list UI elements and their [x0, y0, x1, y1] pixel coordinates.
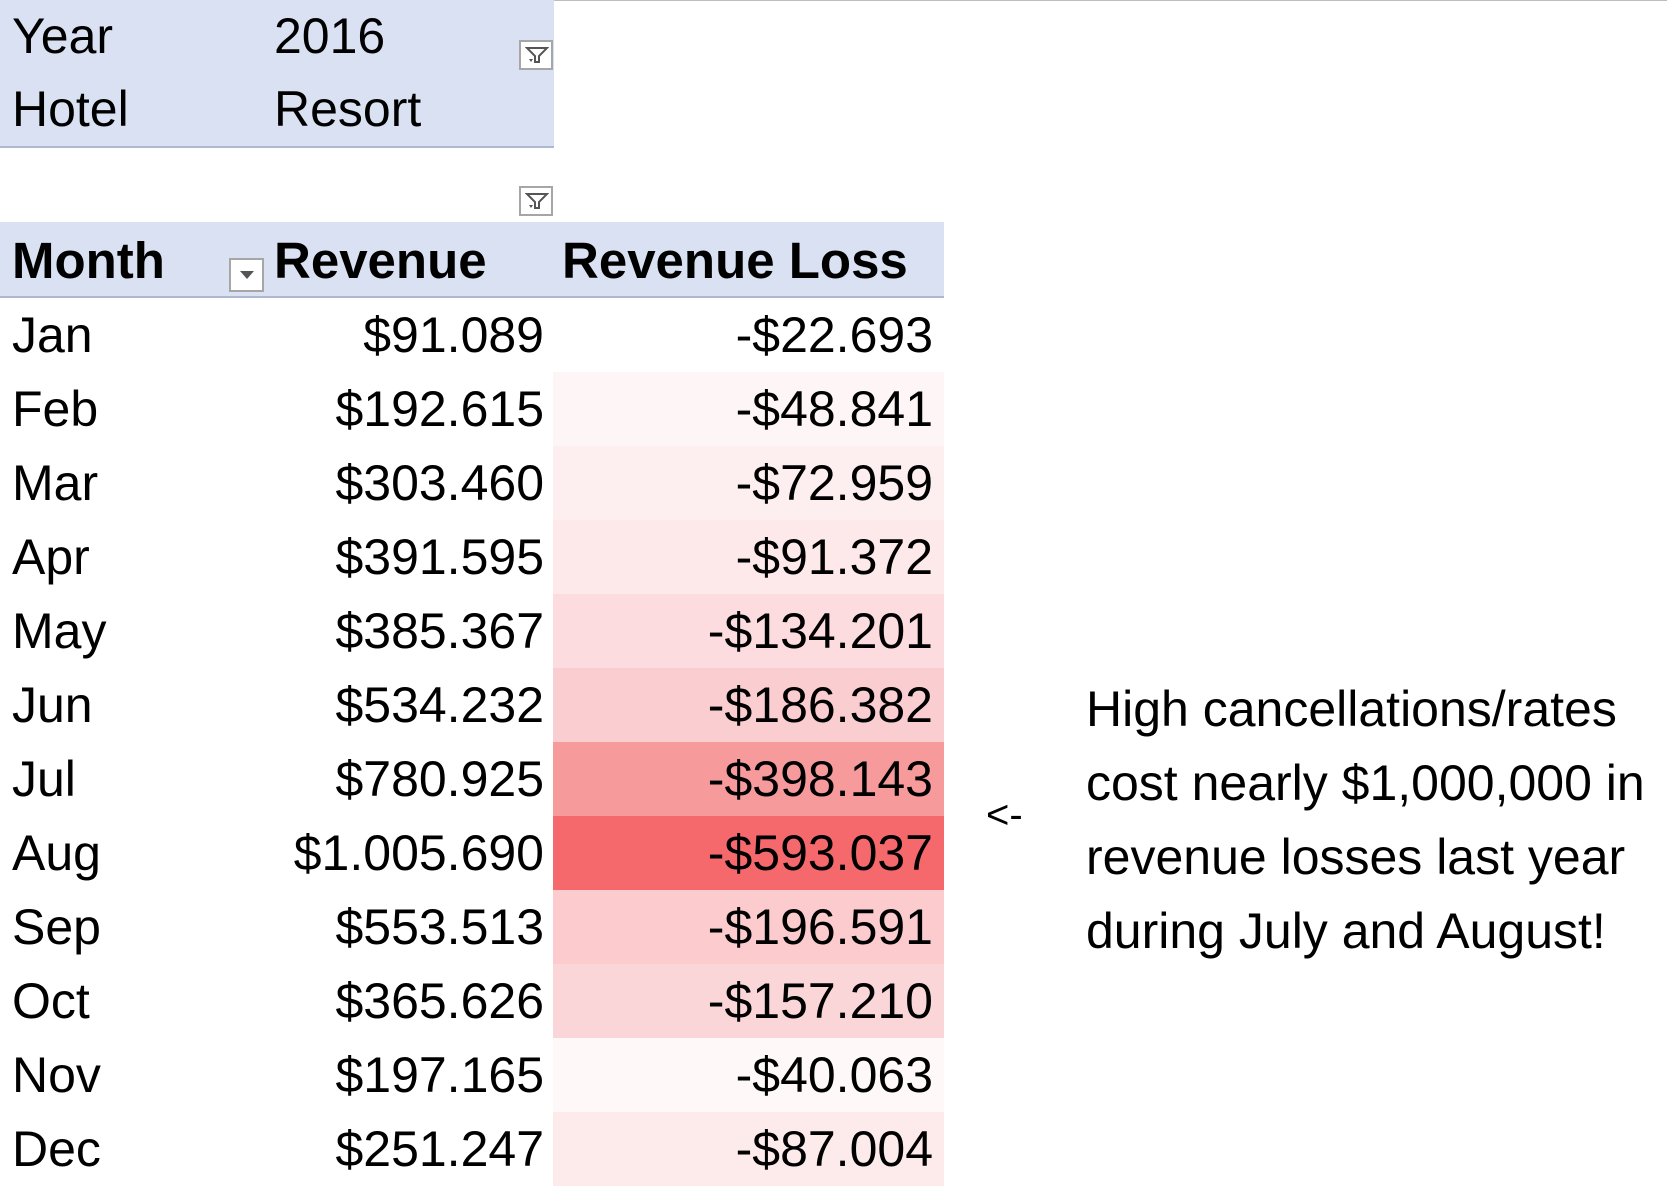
dropdown-arrow-icon: [240, 271, 254, 279]
month-cell: Jul: [12, 751, 76, 807]
table-row: Feb $192.615 -$48.841: [0, 372, 944, 446]
revenue-cell: $1.005.690: [293, 825, 544, 881]
filter-row-hotel: Hotel Resort: [0, 73, 554, 216]
revenue-loss-cell: -$186.382: [707, 677, 933, 733]
table-row: Mar $303.460 -$72.959: [0, 446, 944, 520]
annotation-line: High cancellations/rates: [1086, 681, 1617, 737]
revenue-cell: $303.460: [335, 455, 544, 511]
heatmap-cell-fill: [553, 816, 944, 890]
table-row: Jul $780.925 -$398.143: [0, 742, 944, 816]
table-row: Dec $251.247 -$87.004: [0, 1112, 944, 1186]
table-row: Nov $197.165 -$40.063: [0, 1038, 944, 1112]
revenue-loss-cell: -$134.201: [707, 603, 933, 659]
sheet-gridline: [520, 0, 1667, 1]
revenue-cell: $251.247: [335, 1121, 544, 1177]
pivot-header-row: Month Revenue Revenue Loss: [0, 222, 944, 298]
revenue-cell: $197.165: [335, 1047, 544, 1103]
month-cell: Sep: [12, 899, 101, 955]
pivot-body: Jan $91.089 -$22.693 Feb $192.615 -$48.841 Mar…: [0, 298, 944, 1186]
revenue-cell: $391.595: [335, 529, 544, 585]
heatmap-cell-fill: [553, 890, 944, 964]
month-cell: Dec: [12, 1121, 101, 1177]
month-cell: Jan: [12, 307, 93, 363]
heatmap-cell-fill: [553, 742, 944, 816]
heatmap-cell-fill: [553, 1038, 944, 1112]
heatmap-cell-fill: [553, 964, 944, 1038]
month-cell: Apr: [12, 529, 90, 585]
month-cell: May: [12, 603, 107, 659]
hotel-filter-button[interactable]: [519, 186, 553, 216]
table-row: Oct $365.626 -$157.210: [0, 964, 944, 1038]
revenue-loss-cell: -$22.693: [735, 307, 933, 363]
table-row: Jun $534.232 -$186.382: [0, 668, 944, 742]
month-cell: Aug: [12, 825, 101, 881]
revenue-cell: $534.232: [335, 677, 544, 733]
revenue-cell: $192.615: [335, 381, 544, 437]
revenue-column-header: Revenue: [274, 232, 487, 289]
annotation-line: revenue losses last year: [1086, 829, 1626, 885]
revenue-loss-cell: -$593.037: [707, 825, 933, 881]
month-dropdown-button[interactable]: [229, 258, 264, 292]
filter-funnel-icon: [525, 47, 549, 63]
heatmap-cell-fill: [553, 446, 944, 520]
heatmap-cell-fill: [553, 1112, 944, 1186]
revenue-cell: $385.367: [335, 603, 544, 659]
month-column-header: Month: [12, 232, 165, 289]
revenue-loss-cell: -$196.591: [707, 899, 933, 955]
revenue-loss-cell: -$398.143: [707, 751, 933, 807]
revenue-loss-cell: -$157.210: [707, 973, 933, 1029]
annotation-line: cost nearly $1,000,000 in: [1086, 755, 1645, 811]
arrow-indicator: <-: [986, 793, 1023, 837]
filter-label: Hotel: [12, 81, 129, 137]
month-cell: Jun: [12, 677, 93, 733]
revenue-loss-column-header: Revenue Loss: [562, 232, 908, 289]
revenue-loss-cell: -$72.959: [735, 455, 933, 511]
revenue-cell: $553.513: [335, 899, 544, 955]
month-cell: Nov: [12, 1047, 101, 1103]
filter-label: Year: [12, 8, 114, 64]
filter-value: 2016: [274, 8, 386, 64]
filter-row-year: Year 2016: [0, 0, 554, 73]
pivot-filter-area: Year 2016 Hotel Resort: [0, 0, 554, 216]
table-row: Aug $1.005.690 -$593.037: [0, 816, 944, 890]
heatmap-cell-fill: [553, 668, 944, 742]
table-row: Apr $391.595 -$91.372: [0, 520, 944, 594]
filter-value: Resort: [274, 81, 422, 137]
revenue-cell: $91.089: [363, 307, 544, 363]
revenue-loss-cell: -$91.372: [735, 529, 933, 585]
heatmap-cell-fill: [553, 372, 944, 446]
annotation-note: High cancellations/rates cost nearly $1,…: [1086, 672, 1666, 968]
month-cell: Feb: [12, 381, 99, 437]
pivot-table: Month Revenue Revenue Loss Jan $91.089 -$2…: [0, 222, 944, 1186]
table-row: May $385.367 -$134.201: [0, 594, 944, 668]
revenue-loss-cell: -$48.841: [735, 381, 933, 437]
revenue-loss-cell: -$40.063: [735, 1047, 933, 1103]
heatmap-cell-fill: [553, 298, 944, 372]
revenue-loss-cell: -$87.004: [735, 1121, 933, 1177]
table-row: Jan $91.089 -$22.693: [0, 298, 944, 372]
filter-funnel-icon: [525, 193, 549, 209]
month-cell: Oct: [12, 973, 90, 1029]
heatmap-cell-fill: [553, 520, 944, 594]
revenue-cell: $780.925: [335, 751, 544, 807]
revenue-cell: $365.626: [335, 973, 544, 1029]
heatmap-cell-fill: [553, 594, 944, 668]
month-cell: Mar: [12, 455, 99, 511]
year-filter-button[interactable]: [519, 40, 553, 70]
annotation-line: during July and August!: [1086, 903, 1606, 959]
table-row: Sep $553.513 -$196.591: [0, 890, 944, 964]
